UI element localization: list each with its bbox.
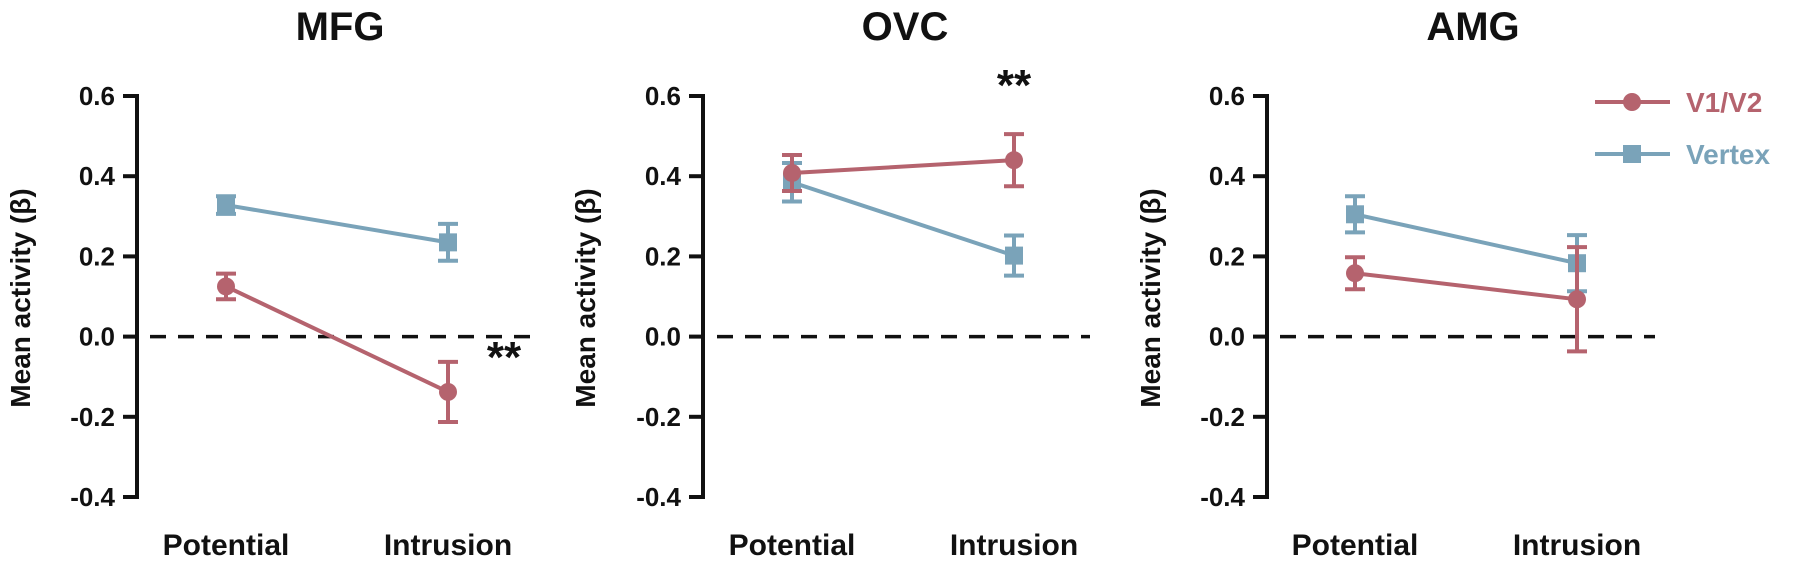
data-point xyxy=(1346,264,1364,283)
y-tick-label: -0.2 xyxy=(70,402,115,432)
y-tick-label: 0.2 xyxy=(79,241,115,271)
y-tick-label: -0.2 xyxy=(1200,402,1245,432)
chart-panel-mfg: MFG Mean activity (β) -0.4 -0.2 0.0 0.2 0.4 0.6… xyxy=(5,5,530,562)
series-v1-v2 xyxy=(1345,245,1587,354)
series-vertex xyxy=(782,160,1024,278)
y-tick-label: 0.0 xyxy=(1209,322,1245,352)
x-category-label: Potential xyxy=(163,529,290,562)
x-category-label: Intrusion xyxy=(1513,529,1641,562)
y-tick-label: 0.0 xyxy=(645,322,681,352)
data-point xyxy=(1568,290,1586,309)
chart-title: AMG xyxy=(1426,5,1519,49)
data-point xyxy=(1005,246,1023,265)
data-point xyxy=(1005,151,1023,170)
y-tick-label: -0.4 xyxy=(1200,482,1245,512)
chart-title: MFG xyxy=(296,5,385,49)
data-point xyxy=(1346,205,1364,224)
legend-item-vertex: Vertex xyxy=(1595,139,1770,170)
significance-marker: ** xyxy=(487,333,522,382)
chart-title: OVC xyxy=(862,5,949,49)
series-line xyxy=(225,284,449,394)
series-v1-v2 xyxy=(216,271,458,425)
chart-panel-ovc: OVC Mean activity (β) -0.4 -0.2 0.0 0.2 0.4 0.6… xyxy=(570,5,1090,562)
y-tick-label: -0.2 xyxy=(636,402,681,432)
y-axis-label: Mean activity (β) xyxy=(570,188,601,407)
legend-marker xyxy=(1623,145,1641,163)
y-tick-label: 0.2 xyxy=(645,241,681,271)
significance-marker: ** xyxy=(997,61,1032,110)
x-category-label: Intrusion xyxy=(950,529,1078,562)
series-line xyxy=(791,158,1015,175)
y-axis-label: Mean activity (β) xyxy=(5,188,36,407)
series-v1-v2 xyxy=(782,132,1024,194)
x-category-label: Potential xyxy=(729,529,856,562)
series-vertex xyxy=(216,194,458,263)
y-tick-label: 0.6 xyxy=(645,81,681,111)
series-line xyxy=(1354,271,1578,302)
y-axis-label: Mean activity (β) xyxy=(1135,188,1166,407)
x-category-label: Potential xyxy=(1292,529,1419,562)
data-point xyxy=(217,277,235,296)
legend: V1/V2 Vertex xyxy=(1595,87,1770,170)
series-line xyxy=(225,203,449,245)
data-point xyxy=(783,163,801,182)
y-tick-label: 0.4 xyxy=(1209,161,1246,191)
chart-panel-amg: AMG Mean activity (β) -0.4 -0.2 0.0 0.2 0.4 0.6… xyxy=(1135,5,1655,562)
legend-marker xyxy=(1623,93,1641,111)
data-point xyxy=(217,196,235,215)
data-point xyxy=(439,233,457,252)
y-tick-label: 0.4 xyxy=(645,161,682,191)
y-tick-label: 0.4 xyxy=(79,161,116,191)
legend-item-v1-v2: V1/V2 xyxy=(1595,87,1762,118)
series-line xyxy=(1354,212,1578,266)
y-tick-label: 0.6 xyxy=(79,81,115,111)
series-line xyxy=(791,180,1015,258)
y-tick-label: -0.4 xyxy=(70,482,115,512)
y-tick-label: 0.0 xyxy=(79,322,115,352)
legend-label: Vertex xyxy=(1686,139,1770,170)
y-tick-label: -0.4 xyxy=(636,482,681,512)
legend-label: V1/V2 xyxy=(1686,87,1762,118)
y-tick-label: 0.6 xyxy=(1209,81,1245,111)
data-point xyxy=(439,382,457,401)
x-category-label: Intrusion xyxy=(384,529,512,562)
y-tick-label: 0.2 xyxy=(1209,241,1245,271)
